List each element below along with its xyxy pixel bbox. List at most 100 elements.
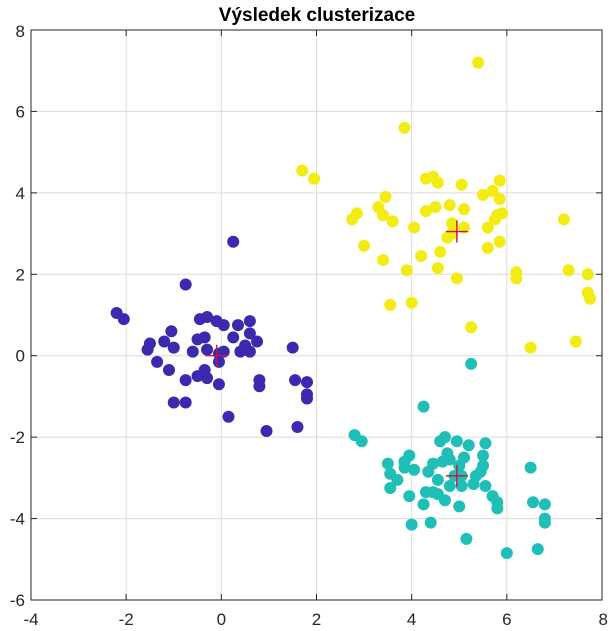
cluster-1-point-26 (227, 331, 240, 344)
x-tick-label-2: 0 (217, 610, 226, 629)
cluster-3-point-42 (510, 272, 523, 285)
cluster-2 (348, 357, 551, 560)
cluster-1-point-5 (165, 325, 178, 338)
cluster-3 (296, 56, 597, 354)
cluster-3-point-26 (450, 272, 463, 285)
y-tick-label-4: 2 (16, 265, 25, 284)
cluster-2-point-32 (460, 532, 473, 545)
cluster-1-point-32 (243, 315, 256, 328)
cluster-3-point-15 (415, 249, 428, 262)
cluster-1-point-25 (212, 378, 225, 391)
cluster-3-point-7 (377, 254, 390, 267)
cluster-3-point-12 (400, 264, 413, 277)
cluster-2-point-17 (427, 457, 440, 470)
cluster-3-point-14 (408, 221, 421, 234)
x-tick-label-1: -2 (119, 610, 134, 629)
cluster-2-point-4 (384, 482, 397, 495)
cluster-2-point-28 (453, 500, 466, 513)
x-tick-label-3: 2 (312, 610, 321, 629)
cluster-1-point-7 (151, 355, 164, 368)
cluster-3-point-44 (557, 213, 570, 226)
cluster-3-point-51 (443, 199, 456, 212)
grid-lines (30, 29, 603, 601)
cluster-2-point-34 (465, 357, 478, 370)
cluster-1 (110, 235, 313, 438)
cluster-1-point-14 (201, 372, 214, 385)
cluster-1-point-4 (158, 335, 171, 348)
cluster-3-point-49 (584, 292, 597, 305)
cluster-3-point-3 (350, 207, 363, 220)
cluster-3-point-10 (386, 215, 399, 228)
cluster-3-point-24 (446, 227, 459, 240)
cluster-3-point-33 (481, 221, 494, 234)
cluster-1-point-15 (186, 345, 199, 358)
cluster-3-point-30 (472, 56, 485, 69)
chart-title: Výsledek clusterizace (219, 5, 415, 26)
cluster-1-point-42 (300, 376, 313, 389)
x-tick-label-6: 8 (599, 610, 608, 629)
cluster-2-point-5 (391, 473, 404, 486)
cluster-3-point-4 (358, 239, 371, 252)
cluster-2-point-9 (403, 490, 416, 503)
cluster-3-point-21 (434, 245, 447, 258)
cluster-3-point-37 (493, 235, 506, 248)
cluster-2-point-19 (431, 473, 444, 486)
cluster-3-point-11 (398, 121, 411, 134)
cluster-2-point-45 (500, 547, 513, 560)
cluster-3-point-40 (496, 207, 509, 220)
cluster-1-point-40 (286, 341, 299, 354)
cluster-1-point-11 (179, 374, 192, 387)
cluster-1-point-46 (201, 343, 214, 356)
cluster-1-point-37 (260, 425, 273, 438)
y-tick-label-5: 4 (16, 184, 25, 203)
y-tick-label-1: -4 (10, 510, 25, 529)
cluster-3-point-1 (308, 172, 321, 185)
cluster-1-point-10 (179, 396, 192, 409)
cluster-3-point-39 (493, 192, 506, 205)
cluster-1-point-27 (231, 319, 244, 332)
centroid-3 (445, 220, 468, 243)
cluster-1-point-30 (243, 345, 256, 358)
cluster-3-point-38 (493, 174, 506, 187)
cluster-1-point-41 (289, 374, 302, 387)
cluster-1-point-35 (253, 380, 266, 393)
cluster-3-point-45 (562, 264, 575, 277)
cluster-1-point-3 (141, 343, 154, 356)
cluster-1-point-1 (117, 313, 130, 326)
cluster-2-point-46 (524, 461, 537, 474)
cluster-3-point-31 (477, 188, 490, 201)
cluster-2-point-52 (419, 486, 432, 499)
cluster-2-point-8 (403, 449, 416, 462)
cluster-2-point-30 (455, 480, 468, 492)
cluster-3-point-6 (377, 209, 390, 222)
cluster-2-point-40 (477, 449, 490, 462)
cluster-1-point-21 (217, 319, 230, 332)
cluster-3-point-22 (431, 262, 444, 275)
cluster-3-point-0 (296, 164, 309, 177)
y-tick-label-2: -2 (10, 428, 25, 447)
cluster-3-point-29 (465, 321, 478, 334)
cluster-2-point-10 (408, 463, 421, 476)
cluster-1-point-6 (167, 341, 180, 354)
cluster-1-point-39 (179, 278, 192, 291)
y-tick-label-6: 6 (16, 102, 25, 121)
cluster-3-point-43 (524, 341, 537, 354)
cluster-3-point-34 (486, 184, 499, 197)
cluster-2-point-11 (405, 518, 418, 531)
cluster-3-point-13 (405, 296, 418, 309)
data-points (110, 56, 597, 560)
cluster-2-point-15 (424, 516, 437, 529)
cluster-2-point-53 (438, 494, 451, 507)
cluster-1-point-24 (212, 355, 225, 368)
cluster-3-point-46 (569, 335, 582, 348)
cluster-1-point-33 (251, 335, 264, 348)
cluster-1-point-45 (291, 420, 304, 433)
cluster-1-point-23 (217, 345, 230, 358)
cluster-2-point-41 (479, 480, 492, 492)
cluster-3-point-28 (458, 203, 471, 216)
cluster-3-point-16 (419, 205, 432, 218)
cluster-1-point-9 (167, 396, 180, 409)
cluster-2-point-1 (355, 435, 368, 448)
cluster-2-point-47 (527, 496, 540, 509)
